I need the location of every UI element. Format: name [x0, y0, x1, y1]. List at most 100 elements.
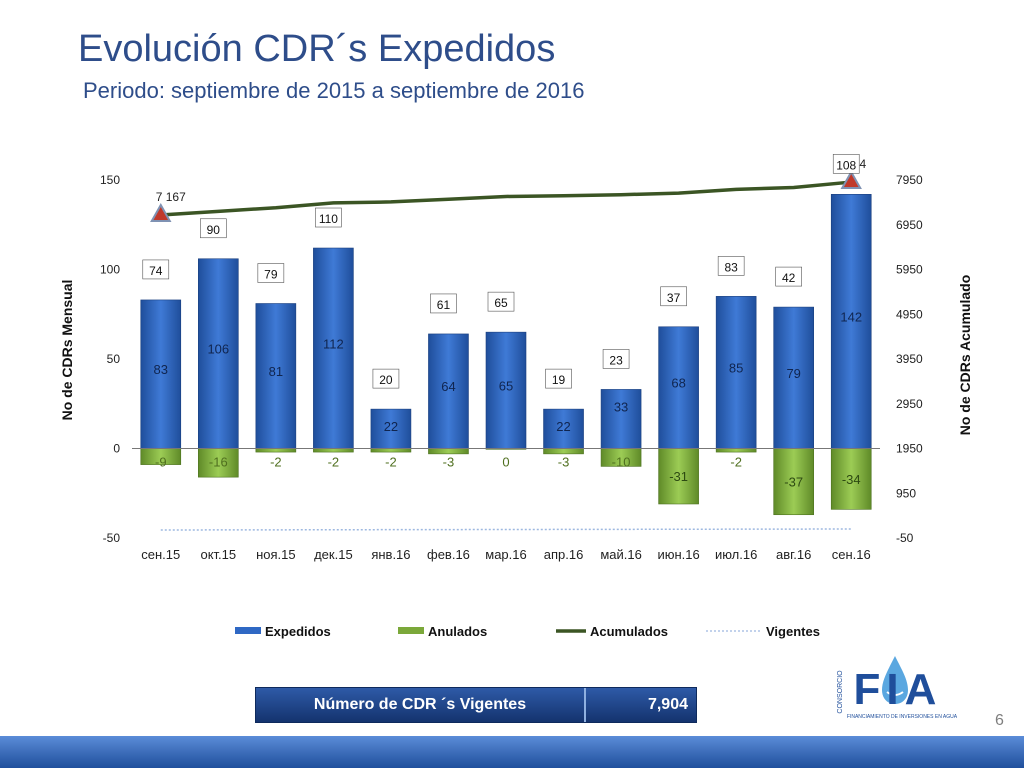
expedidos-value-label-3: 112	[323, 336, 344, 351]
expedidos-bar-11	[773, 306, 814, 449]
vigentes-line	[160, 528, 852, 531]
legend-label-1: Anulados	[428, 624, 487, 639]
anulados-value-label-8: -10	[612, 455, 631, 470]
expedidos-bar-8	[600, 389, 642, 449]
legend-label-0: Expedidos	[265, 624, 331, 639]
top-label-box-10	[717, 256, 745, 276]
anulados-bar-3	[313, 448, 354, 453]
footer-band	[0, 736, 1024, 768]
legend-swatch-expedidos	[235, 627, 261, 634]
y-tick-label-0: -50	[103, 531, 121, 545]
y2-tick-label-7: 6950	[896, 218, 923, 232]
y2-tick-label-8: 7950	[896, 173, 923, 187]
acumulados-marker-1	[840, 170, 862, 190]
y-axis-label: No de CDRs Mensual	[59, 280, 75, 421]
top-label-4: 20	[379, 373, 393, 387]
slide-subtitle: Periodo: septiembre de 2015 a septiembre…	[83, 78, 585, 103]
top-label-11: 42	[782, 271, 796, 285]
top-label-12: 108	[836, 158, 856, 172]
x-tick-label-4: янв.16	[371, 547, 410, 562]
expedidos-value-label-12: 142	[840, 309, 862, 324]
top-label-box-2	[257, 263, 285, 283]
legend-swatch-anulados	[398, 627, 424, 634]
anulados-value-label-6: 0	[502, 455, 509, 470]
x-tick-label-10: июл.16	[715, 547, 757, 562]
y-tick-label-3: 100	[100, 263, 120, 277]
combo-chart: -50 0 50 100 150 -50 950 1950 2950 3950 4950 5950 69…	[59, 154, 973, 639]
top-label-3: 110	[319, 212, 338, 226]
anulados-bar-2	[255, 448, 297, 453]
top-label-box-11	[775, 266, 802, 287]
x-tick-label-5: фев.16	[427, 547, 470, 562]
anulados-bar-7	[543, 448, 584, 455]
y2-tick-label-6: 5950	[896, 263, 923, 277]
x-tick-label-6: мар.16	[485, 547, 526, 562]
expedidos-bar-12	[830, 194, 872, 449]
axes-layer: -50 0 50 100 150 -50 950 1950 2950 3950 4950 5950 69…	[59, 173, 973, 562]
top-label-2: 79	[264, 268, 278, 282]
x-tick-label-11: авг.16	[776, 547, 811, 562]
top-label-box-6	[487, 291, 515, 312]
legend-label-2: Acumulados	[590, 624, 668, 639]
x-tick-label-8: май.16	[600, 547, 642, 562]
anulados-value-label-12: -34	[842, 472, 861, 487]
page-number: 6	[995, 712, 1004, 729]
anulados-value-label-10: -2	[730, 455, 742, 470]
y2-tick-label-3: 2950	[896, 397, 923, 411]
top-label-5: 61	[437, 298, 451, 312]
expedidos-value-label-4: 22	[384, 419, 398, 434]
logo-letters: FIA	[854, 665, 943, 714]
expedidos-bar-4	[370, 408, 412, 449]
y-tick-label-4: 150	[100, 173, 120, 187]
expedidos-value-label-11: 79	[786, 366, 800, 381]
top-label-box-8	[602, 349, 630, 369]
anulados-value-label-0: -9	[155, 455, 167, 470]
line-layer	[150, 170, 862, 531]
top-label-7: 19	[552, 373, 566, 387]
expedidos-value-label-7: 22	[556, 419, 570, 434]
x-tick-label-7: апр.16	[544, 547, 584, 562]
bar-layer	[140, 194, 872, 516]
anulados-bar-10	[715, 448, 757, 453]
top-label-box-12	[832, 154, 860, 174]
expedidos-value-label-6: 65	[499, 378, 513, 393]
anulados-bar-5	[428, 448, 469, 455]
expedidos-value-label-9: 68	[671, 376, 685, 391]
anulados-value-label-3: -2	[328, 455, 340, 470]
anulados-bar-4	[370, 448, 412, 453]
summary-value: 7,904	[647, 696, 688, 713]
expedidos-bar-6	[485, 331, 527, 449]
top-label-9: 37	[667, 291, 681, 305]
y2-tick-label-4: 3950	[896, 352, 923, 366]
top-label-box-3	[315, 207, 342, 228]
top-label-1: 90	[207, 223, 221, 237]
top-label-0: 74	[149, 264, 163, 278]
expedidos-bar-10	[715, 296, 757, 449]
logo-vertical-text: CONSORCIO	[837, 670, 844, 714]
y2-axis-label: No de CDRs Acumulado	[957, 275, 973, 436]
y-tick-label-2: 50	[107, 352, 121, 366]
chart-legend: Expedidos Anulados Acumulados Vigentes	[235, 624, 820, 639]
top-label-box-5	[430, 293, 457, 314]
expedidos-value-label-1: 106	[207, 342, 229, 357]
x-tick-label-1: окт.15	[200, 547, 236, 562]
y2-tick-label-2: 1950	[896, 442, 923, 456]
expedidos-value-label-10: 85	[729, 360, 743, 375]
y2-tick-label-5: 4950	[896, 307, 923, 321]
top-label-box-7	[545, 368, 572, 389]
top-label-10: 83	[724, 260, 738, 274]
x-tick-label-9: июн.16	[657, 547, 699, 562]
anulados-value-label-9: -31	[669, 469, 688, 484]
top-label-box-1	[200, 218, 227, 239]
fia-logo: CONSORCIO FIA FINANCIAMIENTO DE INVERSIO…	[837, 656, 958, 720]
expedidos-value-label-5: 64	[441, 379, 455, 394]
x-tick-label-0: сен.15	[141, 547, 180, 562]
anulados-value-label-11: -37	[784, 475, 803, 490]
x-tick-label-3: дек.15	[314, 547, 353, 562]
acumulados-line	[160, 180, 852, 217]
acumulados-endpoint-label-0: 7 167	[156, 190, 186, 204]
acumulados-marker-0	[150, 202, 172, 223]
anulados-bar-12	[830, 448, 872, 510]
slide-title: Evolución CDR´s Expedidos	[78, 28, 556, 70]
y2-tick-label-1: 950	[896, 486, 916, 500]
